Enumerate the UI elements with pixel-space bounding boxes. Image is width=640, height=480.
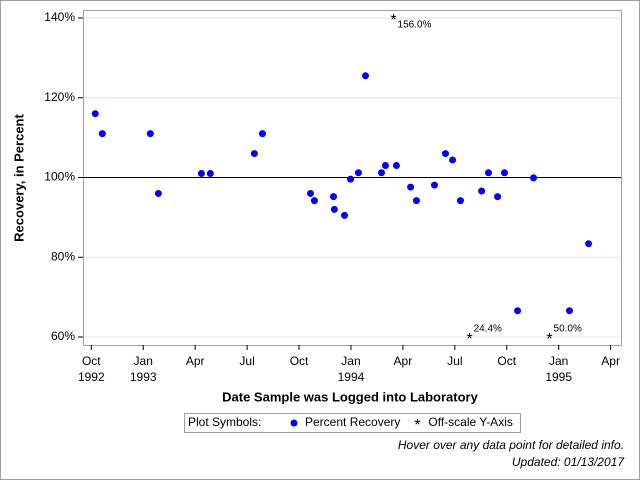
x-tick-label: Oct <box>290 354 309 368</box>
data-point[interactable] <box>330 205 338 213</box>
legend-label: Percent Recovery <box>305 415 400 429</box>
legend-title: Plot Symbols: <box>188 415 261 429</box>
data-point[interactable] <box>354 169 362 177</box>
legend-symbol <box>290 419 298 427</box>
y-tick-label: 120% <box>44 90 75 104</box>
footnote: Updated: 01/13/2017 <box>512 455 625 469</box>
data-point[interactable] <box>362 72 370 80</box>
x-tick-label: Jan 1994 <box>338 354 365 384</box>
data-point[interactable] <box>449 156 457 164</box>
data-point[interactable] <box>478 187 486 195</box>
data-point[interactable] <box>330 193 338 201</box>
data-point[interactable] <box>91 110 99 118</box>
y-axis-label: Recovery, in Percent <box>11 114 26 242</box>
data-point[interactable] <box>341 211 349 219</box>
x-axis-label: Date Sample was Logged into Laboratory <box>222 389 478 404</box>
data-point[interactable] <box>154 189 162 197</box>
y-tick-label: 140% <box>44 10 75 24</box>
x-tick-label: Oct 1992 <box>78 354 105 384</box>
data-point[interactable] <box>347 175 355 183</box>
x-tick-label: Apr <box>186 354 205 368</box>
data-point[interactable] <box>407 183 415 191</box>
data-point[interactable] <box>206 170 214 178</box>
data-point[interactable] <box>250 150 258 158</box>
x-tick-label: Jul <box>447 354 462 368</box>
y-tick-label: 80% <box>51 249 75 263</box>
x-tick-label: Apr <box>394 354 413 368</box>
off-scale-label: 50.0% <box>554 324 582 335</box>
data-point[interactable] <box>98 130 106 138</box>
data-point[interactable] <box>306 189 314 197</box>
data-point[interactable]: * <box>466 331 472 348</box>
data-point[interactable] <box>430 181 438 189</box>
y-tick-label: 60% <box>51 329 75 343</box>
legend-label: Off-scale Y-Axis <box>428 415 512 429</box>
data-point[interactable] <box>530 174 538 182</box>
data-point[interactable] <box>484 169 492 177</box>
data-point[interactable] <box>392 162 400 170</box>
data-point[interactable] <box>412 197 420 205</box>
data-point[interactable] <box>441 150 449 158</box>
x-tick-label: Apr <box>601 354 620 368</box>
off-scale-label: 156.0% <box>398 20 432 31</box>
data-point[interactable]: * <box>390 12 396 29</box>
legend-symbol: * <box>414 417 420 434</box>
data-point[interactable] <box>310 197 318 205</box>
off-scale-label: 24.4% <box>474 324 502 335</box>
data-point[interactable] <box>197 170 205 178</box>
data-point[interactable] <box>565 307 573 315</box>
data-point[interactable] <box>456 197 464 205</box>
x-tick-label: Jan 1993 <box>130 354 157 384</box>
data-point[interactable] <box>500 169 508 177</box>
x-tick-label: Oct <box>497 354 516 368</box>
data-point[interactable] <box>585 240 593 248</box>
x-tick-label: Jul <box>239 354 254 368</box>
data-point[interactable] <box>377 169 385 177</box>
footnote: Hover over any data point for detailed i… <box>398 438 624 452</box>
x-tick-label: Jan 1995 <box>545 354 572 384</box>
data-point[interactable] <box>381 162 389 170</box>
data-point[interactable]: * <box>546 331 552 348</box>
data-point[interactable] <box>146 130 154 138</box>
legend-box <box>184 413 521 433</box>
y-tick-label: 100% <box>44 170 75 184</box>
data-point[interactable] <box>514 307 522 315</box>
data-point[interactable] <box>258 130 266 138</box>
data-point[interactable] <box>494 193 502 201</box>
